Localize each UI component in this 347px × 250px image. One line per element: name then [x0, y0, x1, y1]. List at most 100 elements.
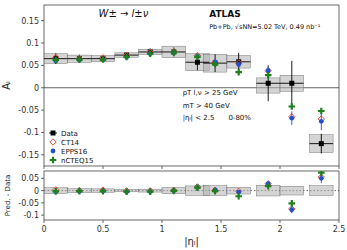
- marker-square: [289, 81, 294, 86]
- annotation: |ηₗ| < 2.5: [183, 114, 215, 122]
- y-tick: [41, 178, 44, 179]
- y-axis-label: Pred. - Data: [4, 175, 12, 217]
- x-tick: [103, 166, 104, 169]
- legend-label: nCTEQ15: [61, 157, 93, 165]
- y-tick-label: 0.15: [21, 17, 39, 26]
- chart-svg: -0.15-0.1-0.0500.050.10.15AₗW± → l±νPb+P…: [0, 0, 347, 250]
- y-tick: [41, 132, 44, 133]
- marker-circle: [148, 189, 153, 194]
- marker-plus: [50, 157, 57, 164]
- marker-plus: [171, 49, 178, 56]
- legend-label: EPPS16: [61, 148, 88, 156]
- y-tick-label: -0.05: [18, 199, 39, 208]
- annotation: mT > 40 GeV: [183, 102, 230, 110]
- axes: -0.15-0.1-0.0500.050.10.15: [18, 5, 339, 169]
- y-tick: [41, 20, 44, 21]
- marker-plus: [289, 200, 296, 207]
- y-tick-label: -0.15: [18, 151, 39, 160]
- plot-frame: [44, 171, 339, 220]
- y-tick-label: 0: [34, 84, 39, 93]
- x-tick-label: 0: [41, 225, 46, 234]
- marker-diamond: [171, 48, 177, 54]
- legend-label: CT14: [61, 139, 80, 147]
- marker-plus: [318, 108, 325, 115]
- series: [44, 185, 333, 196]
- marker-circle: [51, 149, 56, 154]
- y-tick-label: 0: [34, 187, 39, 196]
- legend: DataCT14EPPS16nCTEQ15: [49, 130, 93, 165]
- y-tick-label: 0.05: [21, 61, 39, 70]
- marker-plus: [53, 188, 60, 195]
- series: [53, 173, 323, 213]
- sys-box: [310, 186, 334, 196]
- annotation: 0-80%: [228, 114, 251, 122]
- marker-plus: [212, 188, 219, 195]
- marker-diamond: [171, 187, 177, 193]
- marker-plus: [53, 57, 60, 64]
- x-tick-label: 0.5: [97, 225, 110, 234]
- marker-plus: [265, 183, 272, 190]
- sys-box: [280, 186, 304, 195]
- marker-circle: [289, 116, 294, 121]
- x-tick-label: 1: [159, 225, 164, 234]
- x-tick: [44, 220, 45, 223]
- x-tick-label: 2.5: [333, 225, 346, 234]
- sys-box: [162, 187, 186, 193]
- y-tick: [41, 154, 44, 155]
- marker-circle: [289, 207, 294, 212]
- marker-plus: [100, 56, 107, 63]
- x-tick: [44, 166, 45, 169]
- sys-box: [68, 55, 92, 62]
- marker-diamond: [147, 188, 153, 194]
- y-tick: [41, 43, 44, 44]
- marker-square: [319, 141, 324, 146]
- sys-box: [310, 135, 334, 153]
- marker-square: [51, 131, 56, 136]
- marker-plus: [76, 56, 83, 63]
- marker-diamond: [76, 55, 82, 61]
- marker-circle: [236, 62, 241, 67]
- x-tick: [221, 166, 222, 169]
- marker-square: [266, 81, 271, 86]
- marker-diamond: [123, 188, 129, 194]
- marker-diamond: [194, 184, 200, 190]
- y-tick-label: -0.05: [18, 106, 39, 115]
- series: [53, 50, 323, 130]
- marker-plus: [171, 188, 178, 195]
- series: [44, 46, 333, 153]
- title: W± → l±ν: [99, 8, 149, 19]
- legend-label: Data: [61, 130, 78, 138]
- axes: -0.1-0.0500.0500.511.522.5: [18, 171, 345, 234]
- marker-diamond: [76, 187, 82, 193]
- x-tick: [280, 166, 281, 169]
- series: [53, 174, 325, 212]
- marker-plus: [194, 184, 201, 191]
- y-tick-label: -0.1: [23, 128, 39, 137]
- y-tick: [41, 65, 44, 66]
- x-tick: [103, 220, 104, 223]
- y-error-bar: [238, 53, 239, 71]
- y-axis-label: Aₗ: [1, 81, 12, 90]
- x-axis-label: |ηₗ|: [184, 236, 199, 248]
- marker-plus: [235, 69, 242, 76]
- x-tick: [280, 220, 281, 223]
- marker-circle: [101, 189, 106, 194]
- texts: Pred. - Data |ηₗ|: [4, 175, 199, 248]
- y-tick: [41, 110, 44, 111]
- marker-plus: [76, 188, 83, 195]
- x-tick: [162, 220, 163, 223]
- marker-circle: [319, 176, 324, 181]
- y-tick-label: 0.05: [21, 174, 39, 183]
- texts: AₗW± → l±νPb+Pb, √sNN=5.02 TeV, 0.49 nb⁻…: [1, 8, 321, 122]
- marker-circle: [101, 57, 106, 62]
- marker-plus: [289, 103, 296, 110]
- sys-box: [203, 186, 227, 196]
- y-tick: [41, 190, 44, 191]
- plot-frame: [44, 5, 339, 166]
- y-tick: [41, 215, 44, 216]
- marker-plus: [123, 54, 130, 61]
- marker-circle: [171, 50, 176, 55]
- x-tick: [221, 220, 222, 223]
- marker-diamond: [236, 60, 242, 66]
- marker-plus: [212, 61, 219, 68]
